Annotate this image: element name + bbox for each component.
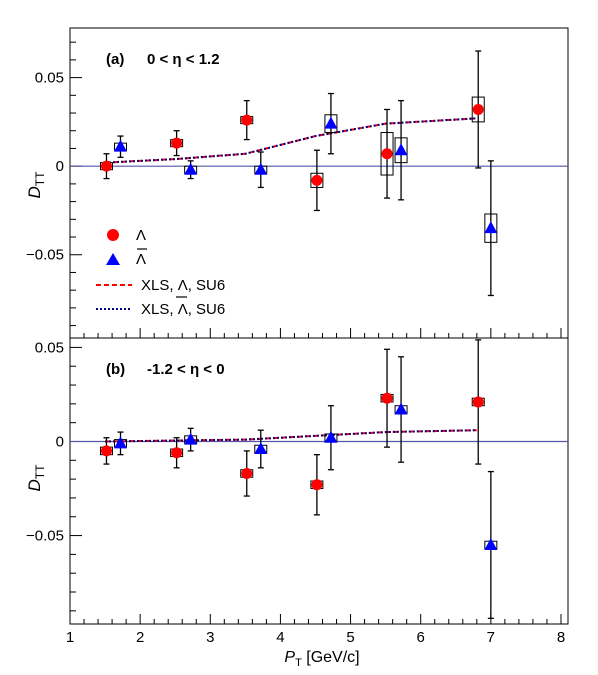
x-tick-label: 8	[557, 629, 565, 646]
systematic-box	[310, 172, 324, 188]
data-point-lambda	[100, 160, 112, 172]
panel-a-eta-range: 0 < η < 1.2	[147, 51, 220, 68]
legend-entry-antilambda: Λ	[106, 248, 147, 268]
data-point-lambda	[472, 396, 484, 408]
y-tick-label: 0	[56, 433, 64, 450]
y-tick-label: 0.05	[35, 70, 64, 87]
y-tick-label: 0	[56, 158, 64, 175]
theory-curve-antilambda	[105, 117, 477, 164]
x-tick-label: 3	[206, 629, 214, 646]
x-tick-label: 4	[276, 629, 284, 646]
panel-b-y-axis-title: DTT	[25, 464, 47, 492]
x-tick-label: 6	[417, 629, 425, 646]
y-axis-title-sub: TT	[33, 464, 47, 479]
data-point-antilambda	[114, 436, 128, 449]
data-point-lambda	[311, 479, 323, 491]
data-point-antilambda	[324, 430, 338, 443]
x-tick-label: 2	[136, 629, 144, 646]
data-point-antilambda	[324, 116, 338, 129]
legend-entry-xls-antilambda: XLS, Λ, SU6	[96, 296, 225, 318]
legend-label-pre: XLS,	[141, 301, 178, 318]
legend-label-xls-lambda: XLS, Λ, SU6	[141, 277, 225, 294]
x-axis-title: PT [GeV/c]	[284, 649, 359, 669]
x-tick-label: 5	[346, 629, 354, 646]
data-point-antilambda	[114, 139, 128, 152]
systematic-box	[471, 96, 485, 123]
panel-b: 0.05 0 −0.05 1 2 3 4 5 6 7 8	[26, 339, 568, 646]
systematic-box	[484, 213, 498, 243]
panel-a-y-axis-title: DTT	[25, 171, 47, 199]
x-axis-title-main: P	[284, 649, 295, 666]
legend-label-pre: XLS,	[141, 277, 178, 294]
data-point-lambda	[100, 445, 112, 457]
legend: Λ Λ XLS, Λ, SU6 XLS, Λ, SU6	[96, 227, 225, 318]
data-point-antilambda	[254, 442, 268, 455]
legend-label-xls-antilambda: XLS, Λ, SU6	[141, 301, 225, 318]
panel-a: 0.05 0 −0.05	[26, 41, 568, 338]
y-axis-title-main: D	[25, 479, 44, 491]
legend-entry-lambda: Λ	[107, 227, 146, 244]
y-tick-label: −0.05	[26, 247, 64, 264]
data-point-lambda	[241, 467, 253, 479]
data-point-antilambda	[484, 221, 498, 234]
data-point-lambda	[171, 447, 183, 459]
x-axis-title-unit: [GeV/c]	[302, 649, 360, 666]
theory-curve-lambda	[105, 429, 477, 443]
panel-b-label: (b)	[106, 361, 125, 378]
y-tick-label: 0.05	[35, 339, 64, 356]
data-point-lambda	[171, 137, 183, 149]
y-tick-label: −0.05	[26, 528, 64, 545]
panel-a-label: (a)	[106, 51, 124, 68]
data-point-lambda	[472, 103, 484, 115]
systematic-box	[394, 137, 408, 164]
theory-curve-lambda	[105, 117, 477, 164]
x-tick-label: 7	[487, 629, 495, 646]
legend-entry-xls-lambda: XLS, Λ, SU6	[96, 277, 225, 294]
legend-circle-marker	[107, 229, 119, 241]
data-point-antilambda	[484, 537, 498, 550]
data-point-lambda	[241, 114, 253, 126]
legend-label-post: , SU6	[188, 277, 226, 294]
legend-label-sym: Λ	[178, 301, 188, 318]
data-point-antilambda	[184, 432, 198, 445]
y-axis-title-main: D	[25, 186, 44, 198]
systematic-box	[324, 114, 338, 134]
data-point-lambda	[381, 148, 393, 160]
data-point-lambda	[311, 174, 323, 186]
data-point-lambda	[381, 392, 393, 404]
systematic-box	[380, 132, 394, 176]
theory-curve-antilambda	[105, 429, 477, 443]
x-tick-label: 1	[66, 629, 74, 646]
legend-label-antilambda: Λ	[136, 251, 146, 268]
data-point-antilambda	[394, 143, 408, 156]
data-point-antilambda	[394, 402, 408, 415]
data-point-antilambda	[254, 162, 268, 175]
legend-label-post: , SU6	[188, 301, 226, 318]
panel-b-frame	[69, 337, 569, 625]
data-point-antilambda	[184, 162, 198, 175]
panel-b-eta-range: -1.2 < η < 0	[147, 361, 225, 378]
legend-triangle-marker	[106, 253, 120, 265]
y-axis-title-sub: TT	[33, 171, 47, 186]
legend-label-lambda: Λ	[136, 227, 146, 244]
x-axis-title-sub: T	[295, 657, 302, 669]
legend-label-sym: Λ	[178, 277, 188, 294]
